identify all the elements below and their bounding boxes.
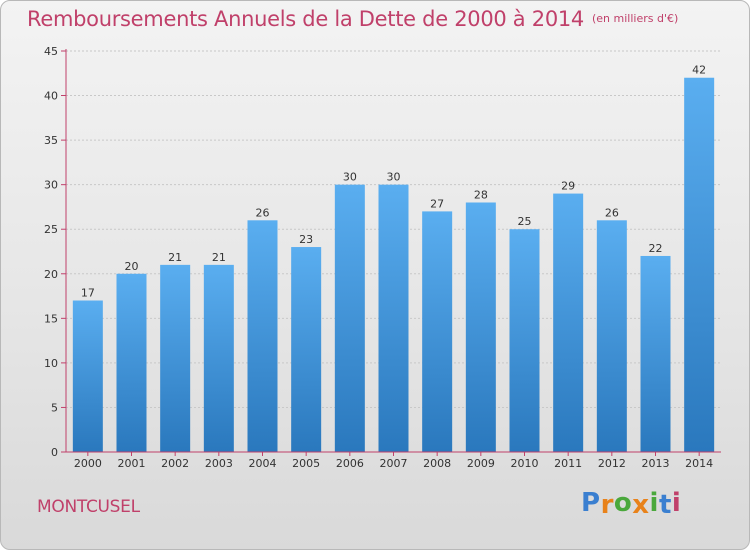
bar	[465, 202, 496, 452]
data-label: 23	[299, 233, 313, 246]
x-tick-label: 2014	[685, 457, 713, 470]
data-label: 29	[561, 180, 575, 193]
brand-letter: o	[613, 488, 633, 518]
chart-unit: (en milliers d'€)	[592, 12, 679, 25]
y-tick-label: 15	[44, 312, 58, 325]
x-tick-label: 2007	[380, 457, 408, 470]
x-tick-label: 2013	[642, 457, 670, 470]
x-tick-label: 2000	[74, 457, 102, 470]
data-label: 20	[125, 260, 139, 273]
commune-name: MONTCUSEL	[37, 497, 140, 517]
bar	[596, 220, 627, 452]
y-tick-label: 35	[44, 134, 58, 147]
data-label: 27	[430, 197, 444, 210]
bar	[247, 220, 278, 452]
x-tick-label: 2002	[161, 457, 189, 470]
y-tick-label: 10	[44, 357, 58, 370]
bars: 17 20 21 21 26 23 30 30 27 28 25 29 26 22 42	[72, 64, 715, 453]
chart-title: Remboursements Annuels de la Dette de 20…	[27, 7, 678, 31]
data-label: 25	[518, 215, 532, 228]
data-label: 30	[387, 171, 401, 184]
bar	[291, 247, 322, 452]
bar	[116, 273, 147, 452]
chart-title-text: Remboursements Annuels de la Dette de 20…	[27, 7, 584, 31]
bar	[640, 255, 671, 452]
x-tick-label: 2008	[423, 457, 451, 470]
y-tick-label: 20	[44, 268, 58, 281]
y-tick-label: 0	[51, 446, 58, 459]
data-label: 26	[605, 206, 619, 219]
bar	[509, 229, 540, 452]
data-label: 22	[649, 242, 663, 255]
data-label: 28	[474, 188, 488, 201]
data-label: 21	[212, 251, 226, 264]
data-label: 30	[343, 171, 357, 184]
x-tick-label: 2011	[554, 457, 582, 470]
x-tick-label: 2010	[511, 457, 539, 470]
data-label: 21	[168, 251, 182, 264]
bar	[203, 264, 234, 452]
bar	[72, 300, 103, 452]
brand-letter: i	[671, 488, 682, 518]
y-tick-label: 45	[44, 45, 58, 58]
brand-logo[interactable]: Proxiti	[581, 488, 682, 520]
brand-letter: i	[649, 488, 659, 518]
x-tick-label: 2003	[205, 457, 233, 470]
brand-letter: t	[658, 490, 672, 520]
axes: 0 5 10 15 20 25 30 35 40 45 2000 2001 2002 2003 2004 20…	[44, 45, 721, 470]
bar	[378, 184, 409, 452]
y-tick-label: 25	[44, 223, 58, 236]
bar	[422, 211, 453, 452]
x-tick-label: 2004	[249, 457, 277, 470]
brand-letter: x	[632, 490, 650, 520]
x-tick-label: 2006	[336, 457, 364, 470]
data-label: 26	[256, 206, 270, 219]
bar	[160, 264, 191, 452]
bar	[684, 77, 715, 452]
bar	[334, 184, 365, 452]
brand-letter: P	[581, 488, 601, 518]
brand-letter: r	[600, 490, 614, 520]
x-tick-label: 2005	[292, 457, 320, 470]
x-tick-label: 2009	[467, 457, 495, 470]
bar-chart: 17 20 21 21 26 23 30 30 27 28 25 29 26 22 42 0 5 10 15 20 2…	[44, 45, 721, 470]
y-tick-label: 5	[51, 401, 58, 414]
bar	[553, 193, 584, 453]
x-tick-label: 2001	[118, 457, 146, 470]
data-label: 17	[81, 287, 95, 300]
data-label: 42	[692, 64, 706, 77]
x-tick-label: 2012	[598, 457, 626, 470]
y-tick-label: 30	[44, 179, 58, 192]
y-tick-label: 40	[44, 90, 58, 103]
